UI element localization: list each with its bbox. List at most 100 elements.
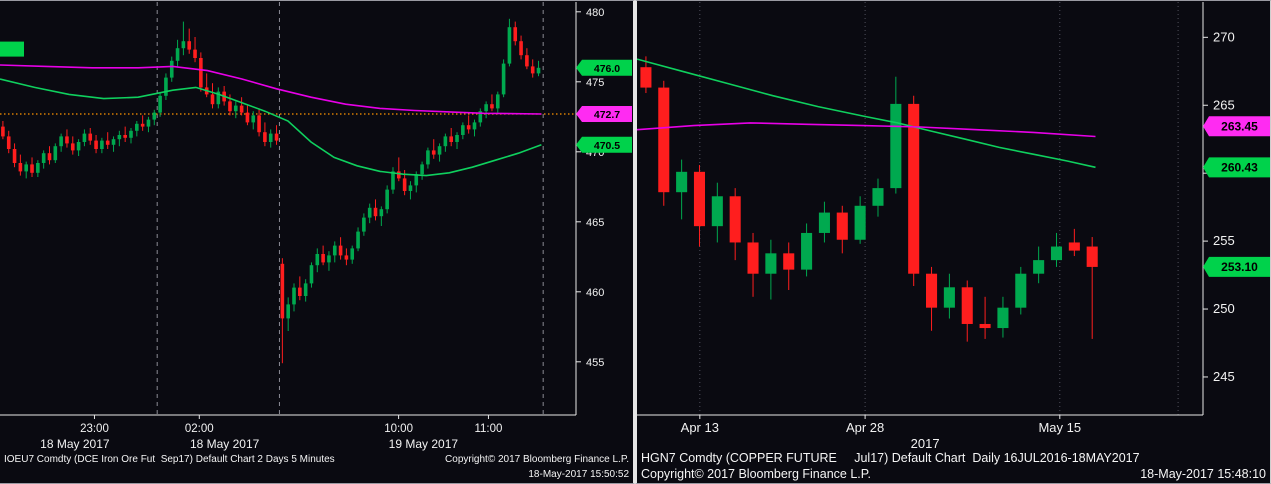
candle-body (152, 112, 157, 120)
candle-body (146, 119, 151, 127)
candle-body (961, 287, 973, 324)
y-tick-label: 270 (1213, 29, 1235, 44)
candle-body (76, 142, 81, 151)
candle-body (53, 146, 58, 161)
candle-body (1050, 246, 1063, 261)
candle-body (507, 27, 512, 64)
axes: 45546046547047548023:0002:0010:0011:0018… (0, 2, 604, 451)
x-date-label: 2017 (911, 436, 940, 451)
candle-body (88, 133, 93, 141)
y-tick-label: 455 (586, 357, 604, 369)
candle-body (315, 254, 320, 266)
candle-body (105, 140, 110, 145)
candle-body (461, 125, 465, 135)
candle-body (169, 60, 174, 78)
candle-body (1086, 246, 1098, 267)
candle-body (890, 103, 902, 189)
y-tick-label: 475 (586, 77, 604, 89)
x-date-label: 18 May 2017 (190, 437, 260, 451)
price-badge (1203, 116, 1270, 137)
price-badge (1203, 157, 1270, 178)
candle-body (466, 125, 471, 130)
candle-body (344, 255, 349, 260)
price-badge-label: 472.7 (594, 109, 620, 121)
cropped-badge-fragment (0, 41, 24, 57)
y-tick-label: 245 (1213, 369, 1235, 384)
candle-body (530, 66, 535, 74)
candle-body (426, 150, 430, 165)
candle-body (729, 196, 741, 243)
candle-body (233, 105, 238, 112)
candle-body (303, 283, 308, 296)
session-gridlines (699, 2, 1179, 415)
candle-body (327, 255, 331, 263)
candle-body (6, 136, 11, 149)
copper-chart-footer: HGN7 Comdty (COPPER FUTURE Jul17) Defaul… (641, 450, 1266, 482)
price-badges: 476.0 472.7 470.5 (576, 59, 632, 153)
copyright-notice: Copyright© 2017 Bloomberg Finance L.P. (445, 454, 629, 465)
candle-body (783, 253, 795, 270)
smavg-green-line (637, 58, 1096, 169)
candle-body (979, 323, 991, 329)
candle-body (1068, 242, 1080, 251)
candle-body (216, 91, 221, 105)
moving-average-layer (0, 64, 542, 177)
price-badge (1203, 256, 1270, 277)
candle-body (1015, 273, 1027, 308)
candle-body (332, 245, 337, 256)
candle-body (47, 153, 52, 161)
y-tick-label: 460 (586, 287, 604, 299)
candle-body (70, 143, 75, 151)
x-time-label: 23:00 (80, 423, 109, 435)
price-badge-label: 260.43 (1221, 160, 1258, 174)
candle-body (199, 58, 203, 88)
candle-body (210, 94, 215, 105)
price-badge-label: 470.5 (594, 140, 620, 152)
iron-ore-candlestick-chart[interactable]: 45546046547047548023:0002:0010:0011:0018… (0, 2, 633, 451)
chart-description: IOEU7 Comdty (DCE Iron Ore Fut Sep17) De… (4, 454, 335, 465)
candle-body (123, 135, 127, 138)
candle-body (12, 149, 17, 163)
x-time-label: 10:00 (384, 423, 413, 435)
y-tick-label: 465 (586, 217, 604, 229)
candle-body (997, 307, 1009, 329)
candle-body (658, 87, 670, 193)
candle-body (490, 104, 494, 109)
y-tick-label: 250 (1213, 301, 1235, 316)
candle-body (943, 287, 955, 308)
candle-body (908, 103, 920, 274)
candle-body (251, 115, 256, 123)
copyright-notice: Copyright© 2017 Bloomberg Finance L.P. (641, 467, 871, 481)
candle-body (396, 171, 401, 179)
price-badges: 263.45 260.43 253.10 (1203, 116, 1270, 277)
x-time-label: 11:00 (474, 423, 502, 435)
candle-body (455, 135, 459, 142)
candle-body (257, 115, 261, 133)
candle-body (245, 112, 250, 123)
candle-body (367, 207, 372, 218)
candle-body (82, 133, 87, 142)
candle-body (129, 130, 133, 138)
chart-description: HGN7 Comdty (COPPER FUTURE Jul17) Defaul… (641, 451, 1140, 465)
price-badge-label: 476.0 (594, 63, 620, 75)
candle-body (350, 248, 355, 260)
candle-body (187, 41, 192, 50)
candle-body (495, 94, 500, 109)
candle-body (41, 153, 46, 163)
smavg-green-line (0, 78, 542, 177)
x-time-label: Apr 13 (681, 420, 719, 435)
candle-body (484, 104, 488, 112)
y-tick-label: 255 (1213, 233, 1235, 248)
price-badge (576, 59, 632, 76)
candle-body (117, 135, 122, 140)
candle-body (338, 245, 343, 256)
candle-body (298, 287, 302, 296)
chart-timestamp: 18-May-2017 15:48:10 (1140, 467, 1266, 481)
candle-body (818, 212, 830, 233)
candle-body (676, 171, 688, 193)
candle-body (402, 178, 407, 191)
candle-body (111, 139, 116, 145)
